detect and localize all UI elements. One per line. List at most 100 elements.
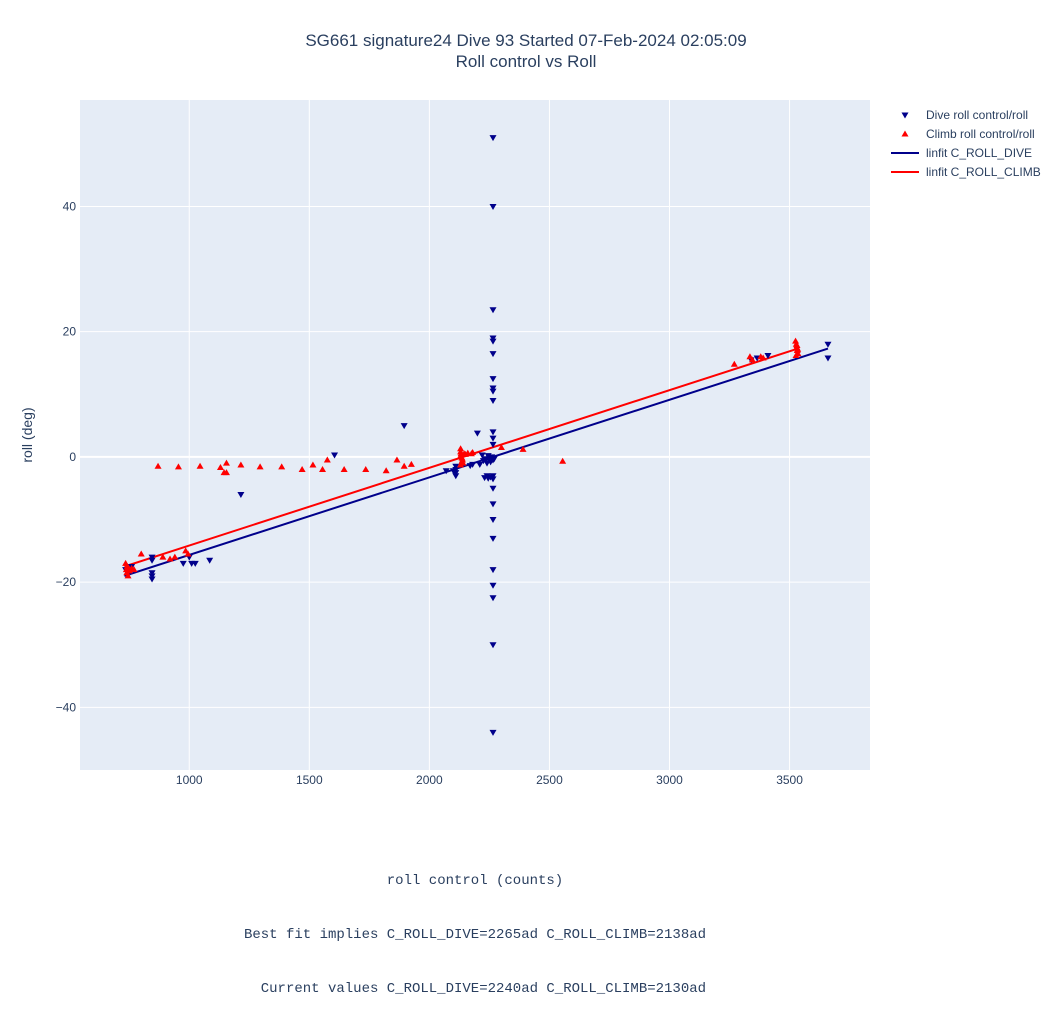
y-tick-label: −20 xyxy=(56,575,77,589)
climb-point xyxy=(458,458,466,465)
climb-point xyxy=(382,467,390,474)
dive-point xyxy=(148,557,156,564)
roll-control-chart: SG661 signature24 Dive 93 Started 07-Feb… xyxy=(19,31,1041,787)
legend-item-3[interactable]: linfit C_ROLL_CLIMB xyxy=(891,165,1041,179)
dive-point xyxy=(489,567,497,574)
dive-point xyxy=(452,473,460,480)
legend-label: linfit C_ROLL_CLIMB xyxy=(926,165,1041,179)
fit-line-2 xyxy=(124,347,829,577)
y-axis-ticks: −40 −20 0 20 40 xyxy=(56,199,77,714)
climb-point xyxy=(171,553,179,560)
x-tick-label: 3000 xyxy=(656,773,683,787)
climb-point xyxy=(362,465,370,472)
dive-point xyxy=(489,517,497,524)
dive-point xyxy=(489,388,497,395)
dive-point xyxy=(237,491,245,498)
legend-marker-swatch xyxy=(901,130,909,137)
climb-point xyxy=(559,457,567,464)
data-markers xyxy=(122,135,832,736)
dive-point xyxy=(489,485,497,492)
legend-label: Climb roll control/roll xyxy=(926,127,1035,141)
dive-point xyxy=(148,573,156,580)
climb-point xyxy=(323,456,331,463)
dive-point xyxy=(442,468,450,475)
dive-point xyxy=(481,475,489,482)
chart-subtitle: Roll control vs Roll xyxy=(456,52,597,71)
dive-point xyxy=(489,335,497,342)
climb-point xyxy=(794,345,802,352)
dive-point xyxy=(489,501,497,508)
legend-item-0[interactable]: Dive roll control/roll xyxy=(901,108,1029,122)
x-tick-label: 2000 xyxy=(416,773,443,787)
legend-item-2[interactable]: linfit C_ROLL_DIVE xyxy=(891,146,1032,160)
climb-point xyxy=(759,354,767,361)
dive-point xyxy=(824,355,832,362)
dive-point xyxy=(206,557,214,564)
dive-point xyxy=(148,554,156,561)
plot-area xyxy=(80,100,870,770)
y-tick-label: 0 xyxy=(69,450,76,464)
legend-marker-swatch xyxy=(901,112,909,119)
dive-point xyxy=(148,570,156,577)
dive-point xyxy=(331,452,339,459)
y-axis-title: roll (deg) xyxy=(19,407,35,462)
current-values-note: Current values C_ROLL_DIVE=2240ad C_ROLL… xyxy=(243,981,707,997)
grid-lines xyxy=(80,100,870,770)
legend[interactable]: Dive roll control/roll Climb roll control… xyxy=(891,108,1041,179)
dive-point xyxy=(188,560,196,567)
dive-point xyxy=(478,452,486,459)
dive-point xyxy=(489,535,497,542)
x-tick-label: 1500 xyxy=(296,773,323,787)
climb-point xyxy=(130,566,138,573)
y-tick-label: 40 xyxy=(63,199,77,213)
x-axis-title: roll control (counts) xyxy=(386,873,564,889)
climb-point xyxy=(497,444,505,451)
dive-point xyxy=(148,576,156,583)
climb-point xyxy=(319,465,327,472)
climb-point xyxy=(393,456,401,463)
dive-point xyxy=(489,385,497,392)
dive-point xyxy=(489,398,497,405)
dive-point xyxy=(479,458,487,465)
x-tick-label: 1000 xyxy=(176,773,203,787)
climb-point xyxy=(340,465,348,472)
dive-point xyxy=(489,729,497,736)
climb-point xyxy=(469,449,477,456)
dive-point xyxy=(449,468,457,475)
dive-point xyxy=(489,441,497,448)
climb-point xyxy=(748,356,756,363)
y-tick-label: 20 xyxy=(63,325,77,339)
dive-point xyxy=(466,463,474,470)
climb-point xyxy=(400,462,408,469)
dive-point xyxy=(489,582,497,589)
climb-point xyxy=(793,341,801,348)
dive-point xyxy=(489,307,497,314)
climb-point xyxy=(407,460,415,467)
climb-point xyxy=(792,351,800,358)
climb-point xyxy=(196,462,204,469)
legend-item-1[interactable]: Climb roll control/roll xyxy=(901,127,1035,141)
dive-point xyxy=(490,456,498,463)
climb-point xyxy=(154,462,162,469)
climb-point xyxy=(174,463,182,470)
dive-point xyxy=(824,341,832,348)
dive-point xyxy=(489,351,497,358)
x-tick-label: 2500 xyxy=(536,773,563,787)
climb-point xyxy=(309,461,317,468)
climb-point xyxy=(256,463,264,470)
dive-point xyxy=(489,435,497,442)
dive-point xyxy=(473,430,481,437)
climb-point xyxy=(222,459,230,466)
climb-point xyxy=(456,453,464,460)
climb-point xyxy=(237,461,245,468)
legend-label: Dive roll control/roll xyxy=(926,108,1028,122)
x-axis-ticks: 1000 1500 2000 2500 3000 3500 xyxy=(176,773,803,787)
x-tick-label: 3500 xyxy=(776,773,803,787)
climb-point xyxy=(137,550,145,557)
chart-title: SG661 signature24 Dive 93 Started 07-Feb… xyxy=(305,31,746,50)
climb-point xyxy=(730,360,738,367)
legend-label: linfit C_ROLL_DIVE xyxy=(926,146,1032,160)
dive-point xyxy=(452,463,460,470)
climb-point xyxy=(184,550,192,557)
climb-point xyxy=(222,469,230,476)
